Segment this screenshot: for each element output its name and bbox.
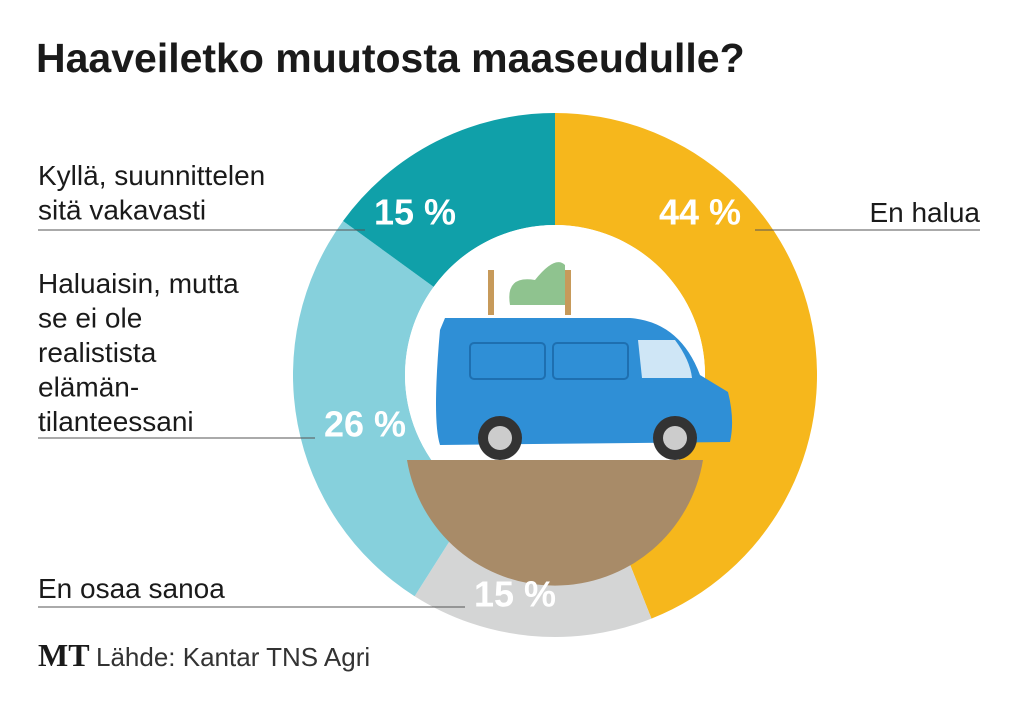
category-label: En osaa sanoa <box>38 573 225 604</box>
logo: MT <box>38 637 90 673</box>
source: Lähde: Kantar TNS Agri <box>96 642 370 672</box>
van-illustration <box>405 225 733 586</box>
category-label: Haluaisin, mutta <box>38 268 239 299</box>
category-label: Kyllä, suunnittelen <box>38 160 265 191</box>
value-label: 26 % <box>324 404 406 445</box>
value-label: 15 % <box>474 574 556 615</box>
donut-segment <box>555 113 817 619</box>
donut-segment <box>343 113 555 287</box>
value-label: 44 % <box>659 192 741 233</box>
category-label: En halua <box>869 197 980 228</box>
category-label: sitä vakavasti <box>38 195 206 226</box>
category-label: se ei ole <box>38 303 142 334</box>
value-label: 15 % <box>374 192 456 233</box>
chart-title: Haaveiletko muutosta maaseudulle? <box>36 35 745 81</box>
category-label: tilanteessani <box>38 406 194 437</box>
category-label: elämän- <box>38 372 139 403</box>
category-label: realistista <box>38 337 157 368</box>
